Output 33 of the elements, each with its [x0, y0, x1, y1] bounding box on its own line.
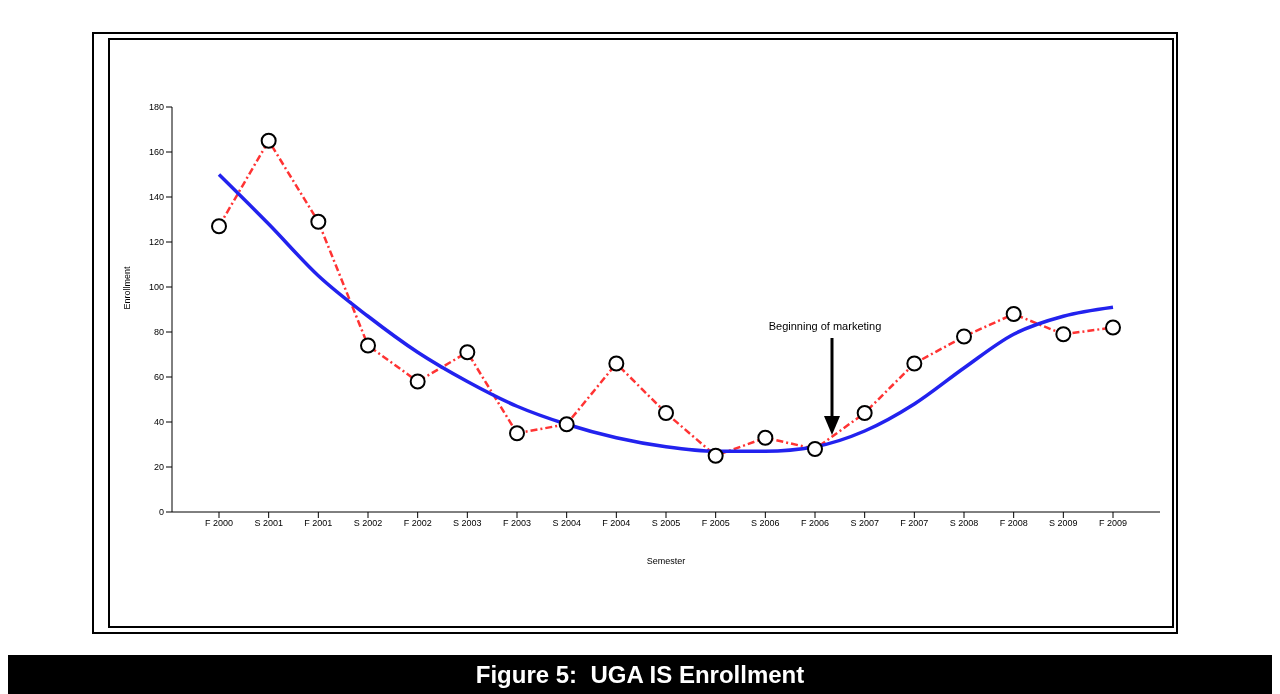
text: Figure 5: UGA IS Enrollment: [8, 655, 1272, 694]
y-tick-label: 80: [153, 327, 164, 338]
x-tick-label: F 2008: [999, 518, 1028, 529]
y-tick-label: 120: [148, 237, 164, 248]
x-tick-label: S 2009: [1049, 518, 1078, 529]
y-tick-label: 180: [148, 102, 164, 113]
x-tick-label: S 2005: [651, 518, 681, 529]
annotation: Beginning of marketing: [767, 320, 883, 332]
y-tick-label: 20: [153, 462, 164, 473]
x-tick-label: F 2005: [701, 518, 730, 529]
x-tick-label: S 2001: [254, 518, 283, 529]
y-tick-label: 140: [148, 192, 164, 203]
y-tick-label: 0: [158, 507, 164, 518]
x-tick-label: F 2001: [304, 518, 333, 529]
x-tick-label: S 2007: [850, 518, 879, 529]
x-tick-label: F 2004: [602, 518, 631, 529]
x-tick-label: S 2004: [552, 518, 581, 529]
x-tick-label: F 2000: [204, 518, 234, 529]
x-tick-label: S 2008: [949, 518, 979, 529]
y-axis-title: Enrollment: [122, 265, 133, 310]
x-tick-label: S 2002: [353, 518, 383, 529]
y-tick-label: 160: [148, 147, 164, 158]
x-tick-label: F 2007: [900, 518, 929, 529]
y-tick-label: 40: [153, 417, 164, 428]
x-tick-label: S 2006: [751, 518, 780, 529]
x-tick-label: F 2002: [403, 518, 432, 529]
x-tick-label: F 2006: [800, 518, 830, 529]
y-tick-label: 100: [148, 282, 164, 293]
y-tick-label: 60: [153, 372, 164, 383]
x-tick-label: F 2009: [1098, 518, 1128, 529]
x-axis-title: Semester: [646, 556, 686, 566]
x-tick-label: S 2003: [453, 518, 482, 529]
x-tick-label: F 2003: [502, 518, 532, 529]
